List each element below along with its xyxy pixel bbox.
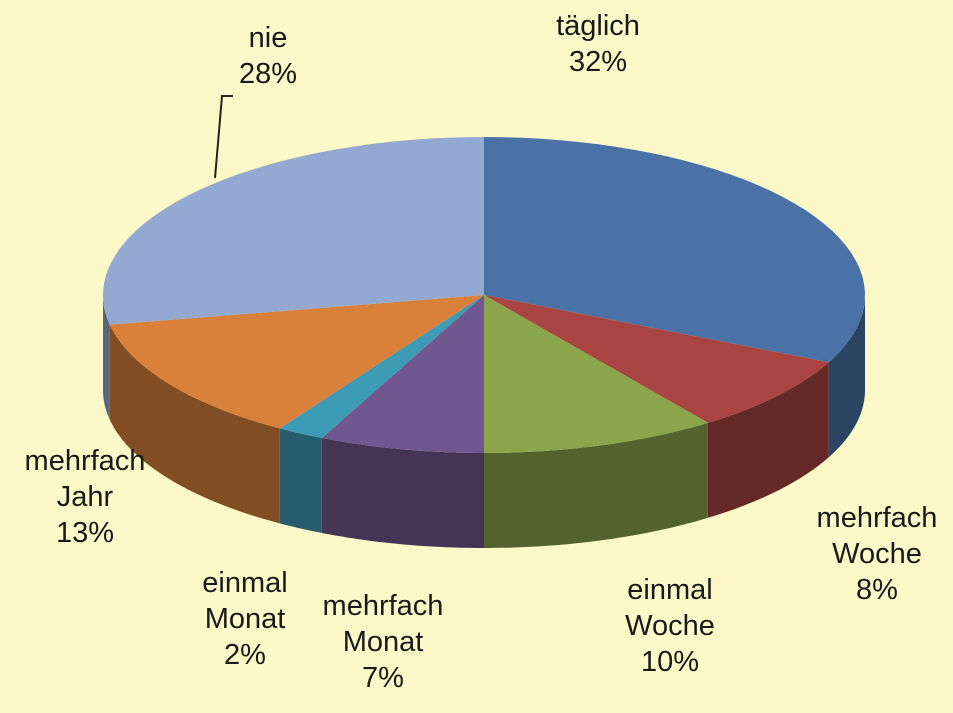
slice-label: mehrfach Woche 8%: [792, 500, 953, 608]
slice: [484, 137, 865, 363]
category-label: nie: [248, 22, 288, 54]
slice-tops: [103, 137, 865, 453]
category-label: mehrfach Woche: [816, 502, 938, 570]
value-label: 13%: [55, 517, 115, 549]
slice-label: einmal Monat 2%: [160, 565, 330, 673]
slice: [484, 295, 829, 423]
category-label: einmal Woche: [625, 574, 715, 642]
slice-side: [828, 295, 865, 458]
value-label: 10%: [640, 646, 700, 678]
category-label: mehrfach Jahr: [24, 445, 146, 513]
slice: [484, 295, 708, 453]
category-label: einmal Monat: [202, 567, 288, 635]
value-label: 2%: [224, 639, 266, 671]
slice: [321, 295, 484, 453]
slice-label: mehrfach Monat 7%: [298, 588, 468, 696]
slice-side: [321, 438, 484, 548]
value-label: 28%: [238, 58, 298, 90]
slice-side: [103, 295, 110, 420]
value-label: 32%: [568, 46, 628, 78]
category-label: mehrfach Monat: [322, 590, 444, 658]
slice: [109, 295, 484, 429]
slice-label: mehrfach Jahr 13%: [0, 443, 170, 551]
slice-label: nie 28%: [183, 20, 353, 92]
slice-label: einmal Woche 10%: [585, 572, 755, 680]
slice: [103, 137, 484, 325]
value-label: 7%: [362, 662, 404, 694]
slice-sides: [103, 295, 865, 548]
slice-side: [707, 362, 829, 518]
slice-side: [109, 324, 280, 524]
slice: [279, 295, 484, 438]
slice-label: täglich 32%: [513, 8, 683, 80]
category-label: täglich: [556, 10, 640, 42]
value-label: 8%: [856, 574, 898, 606]
leader-line: [214, 95, 233, 179]
slice-side: [279, 428, 322, 533]
slice-side: [484, 422, 708, 548]
